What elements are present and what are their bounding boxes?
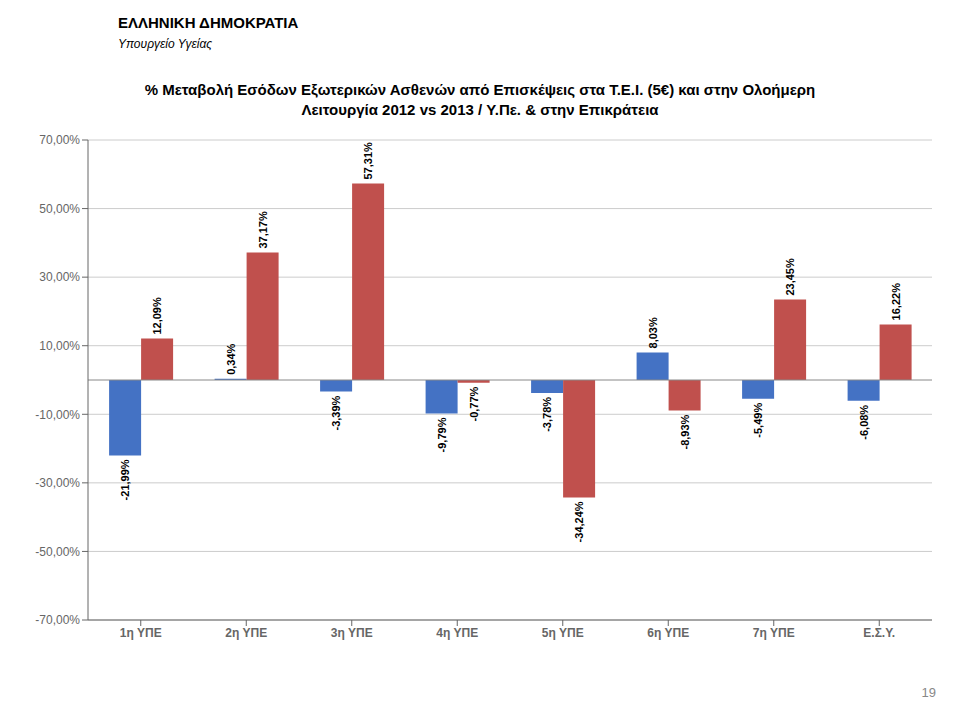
svg-text:12,09%: 12,09%	[151, 297, 163, 335]
svg-text:30,00%: 30,00%	[39, 270, 80, 284]
svg-text:-10,00%: -10,00%	[35, 408, 80, 422]
svg-text:-3,39%: -3,39%	[330, 395, 342, 430]
html-text:% Μεταβολή Εσόδων Εξωτερικών Α: % Μεταβολή Εσόδων Εξωτερικών Ασθενών από…	[144, 81, 816, 98]
svg-text:10,00%: 10,00%	[39, 339, 80, 353]
svg-text:16,22%: 16,22%	[890, 283, 902, 321]
svg-text:-70,00%: -70,00%	[35, 613, 80, 627]
svg-text:-9,79%: -9,79%	[436, 417, 448, 452]
svg-text:50,00%: 50,00%	[39, 202, 80, 216]
svg-text:-50,00%: -50,00%	[35, 545, 80, 559]
svg-text:37,17%: 37,17%	[257, 211, 269, 249]
svg-text:-3,78%: -3,78%	[541, 397, 553, 432]
svg-text:1η ΥΠΕ: 1η ΥΠΕ	[120, 626, 162, 640]
html-text:Λειτουργία 2012 vs 2013 / Υ.Πε: Λειτουργία 2012 vs 2013 / Υ.Πε. & στην Ε…	[301, 101, 659, 118]
html-text:Υπουργείο Υγείας: Υπουργείο Υγείας	[118, 37, 213, 51]
svg-text:-30,00%: -30,00%	[35, 476, 80, 490]
svg-text:3η ΥΠΕ: 3η ΥΠΕ	[331, 626, 373, 640]
svg-text:6η ΥΠΕ: 6η ΥΠΕ	[647, 626, 689, 640]
svg-text:2η ΥΠΕ: 2η ΥΠΕ	[225, 626, 267, 640]
svg-text:7η ΥΠΕ: 7η ΥΠΕ	[753, 626, 795, 640]
svg-text:-8,93%: -8,93%	[679, 414, 691, 449]
html-text:ΕΛΛΗΝΙΚΗ ΔΗΜΟΚΡΑΤΙΑ: ΕΛΛΗΝΙΚΗ ΔΗΜΟΚΡΑΤΙΑ	[118, 14, 299, 31]
svg-text:-21,99%: -21,99%	[119, 459, 131, 500]
svg-text:-6,08%: -6,08%	[858, 405, 870, 440]
svg-text:57,31%: 57,31%	[362, 142, 374, 180]
svg-text:-34,24%: -34,24%	[573, 501, 585, 542]
svg-text:8,03%: 8,03%	[647, 317, 659, 348]
svg-text:23,45%: 23,45%	[784, 258, 796, 296]
html-text:19: 19	[921, 685, 936, 700]
svg-text:0,34%: 0,34%	[225, 343, 237, 374]
svg-text:-0,77%: -0,77%	[468, 386, 480, 421]
svg-text:70,00%: 70,00%	[39, 133, 80, 147]
svg-text:Ε.Σ.Υ.: Ε.Σ.Υ.	[863, 626, 895, 640]
svg-text:4η ΥΠΕ: 4η ΥΠΕ	[436, 626, 478, 640]
svg-text:5η ΥΠΕ: 5η ΥΠΕ	[542, 626, 584, 640]
svg-text:-5,49%: -5,49%	[752, 403, 764, 438]
